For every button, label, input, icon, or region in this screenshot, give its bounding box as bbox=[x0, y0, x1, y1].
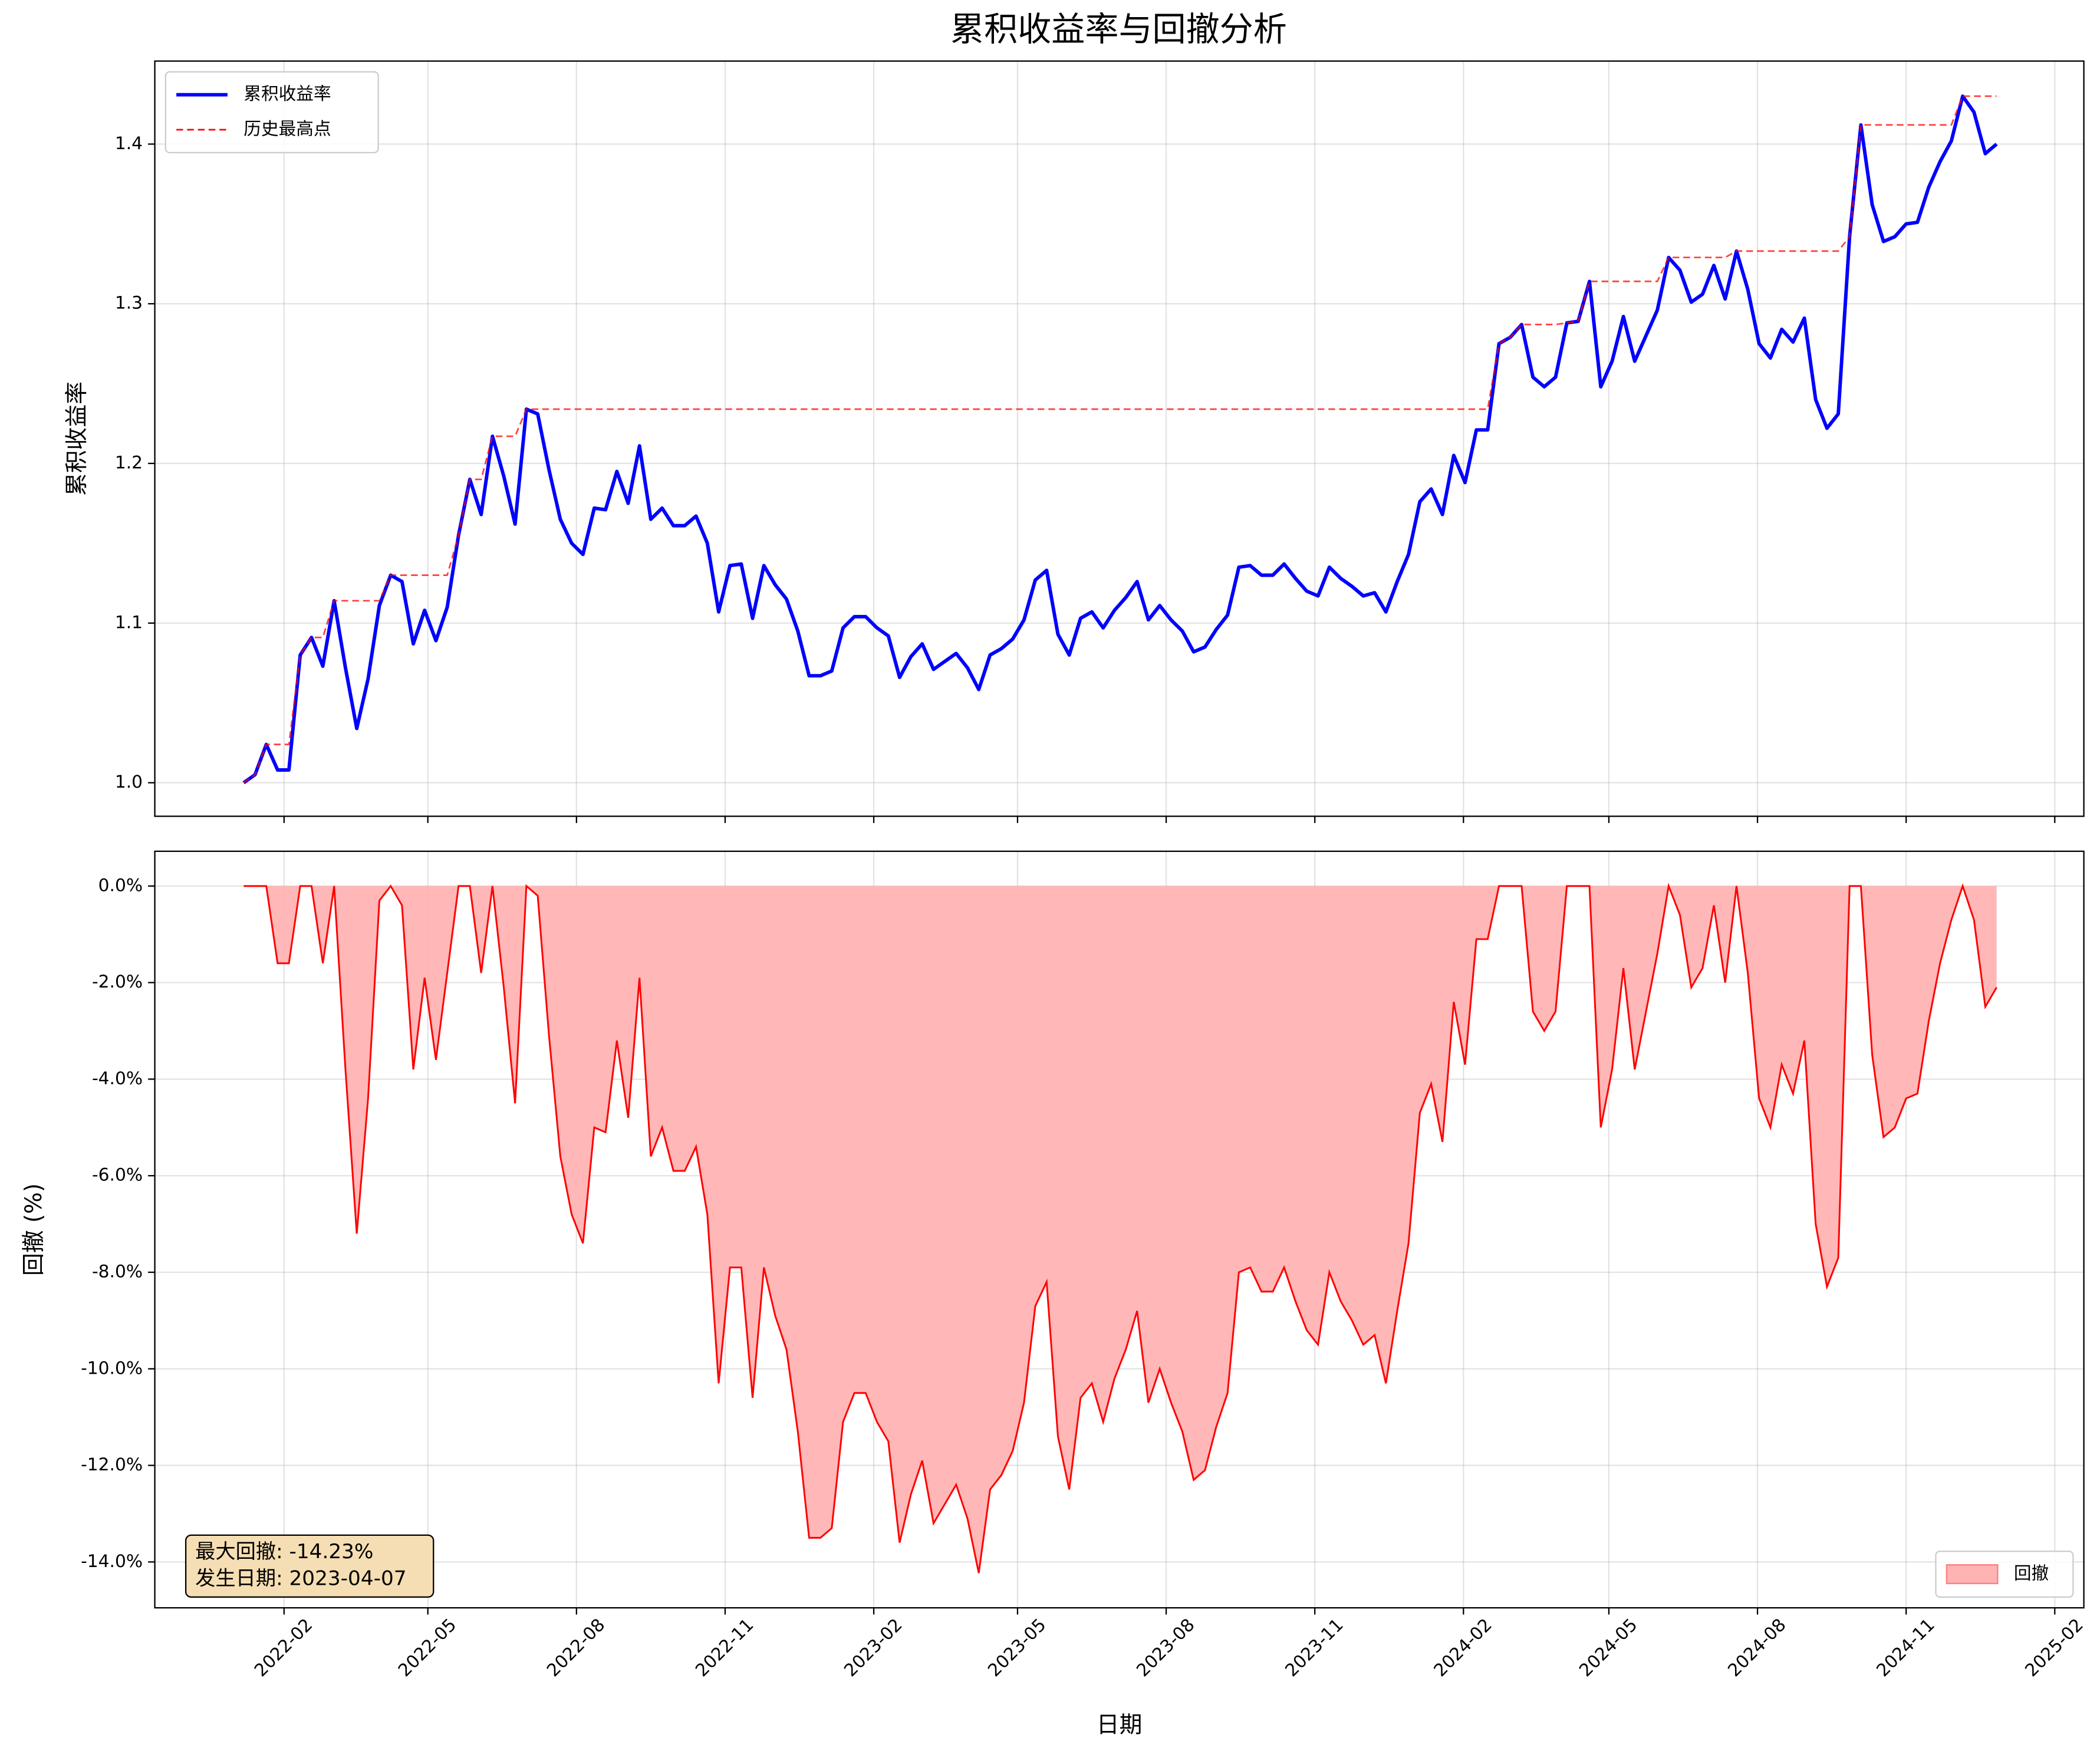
x-tick-label: 2022-08 bbox=[542, 1614, 608, 1680]
x-tick-label: 2023-02 bbox=[840, 1614, 906, 1680]
annotation-text: 最大回撤: -14.23% bbox=[195, 1540, 373, 1564]
x-tick-label: 2022-02 bbox=[250, 1614, 316, 1680]
plot-area bbox=[154, 61, 2084, 817]
x-tick-label: 2022-11 bbox=[691, 1614, 757, 1680]
y-tick-label: 1.2 bbox=[115, 452, 143, 473]
x-tick-label: 2023-11 bbox=[1281, 1614, 1347, 1680]
legend-label: 历史最高点 bbox=[243, 119, 331, 139]
y-tick-label: -8.0% bbox=[92, 1260, 143, 1281]
y-tick-label: 1.0 bbox=[115, 771, 143, 792]
y-tick-label: -2.0% bbox=[92, 971, 143, 992]
y-tick-label: -12.0% bbox=[81, 1454, 143, 1474]
axes-frame bbox=[154, 850, 2085, 1609]
legend-box bbox=[1935, 1551, 2074, 1598]
chart-title: 累积收益率与回撤分析 bbox=[950, 10, 1287, 49]
area-line bbox=[243, 883, 1997, 1574]
y-tick-label: -10.0% bbox=[81, 1357, 143, 1378]
x-tick-label: 2024-05 bbox=[1575, 1614, 1641, 1680]
y-tick-label: -4.0% bbox=[92, 1068, 143, 1088]
x-tick-label: 2024-08 bbox=[1723, 1614, 1789, 1680]
y-tick-label: 1.3 bbox=[115, 292, 143, 313]
axes-frame bbox=[154, 60, 2085, 817]
x-tick-label: 2023-05 bbox=[983, 1614, 1049, 1680]
annotation-box bbox=[185, 1534, 435, 1598]
y-tick-label: -6.0% bbox=[92, 1164, 143, 1185]
legend-swatch bbox=[1946, 1564, 1999, 1585]
annotation-text: 发生日期: 2023-04-07 bbox=[195, 1567, 406, 1591]
legend-label: 累积收益率 bbox=[243, 83, 331, 104]
y-tick-label: 1.4 bbox=[115, 133, 143, 153]
line-series bbox=[242, 94, 1998, 785]
x-tick-label: 2023-08 bbox=[1132, 1614, 1198, 1680]
y-tick-label: -14.0% bbox=[81, 1551, 143, 1571]
y-tick-label: 0.0% bbox=[98, 874, 143, 895]
x-tick-label: 2024-11 bbox=[1872, 1614, 1938, 1680]
x-tick-label: 2022-05 bbox=[394, 1614, 460, 1680]
y-axis-label: 回撤 (%) bbox=[21, 1183, 47, 1276]
area-fill bbox=[243, 886, 1997, 1574]
legend-box bbox=[164, 71, 379, 153]
y-axis-label: 累积收益率 bbox=[64, 381, 90, 496]
legend-label: 回撤 bbox=[2014, 1563, 2049, 1584]
x-axis-label: 日期 bbox=[1097, 1712, 1143, 1739]
line-series bbox=[243, 95, 1997, 784]
x-tick-label: 2024-02 bbox=[1430, 1614, 1496, 1680]
y-tick-label: 1.1 bbox=[115, 611, 143, 632]
x-tick-label: 2025-02 bbox=[2021, 1614, 2087, 1680]
